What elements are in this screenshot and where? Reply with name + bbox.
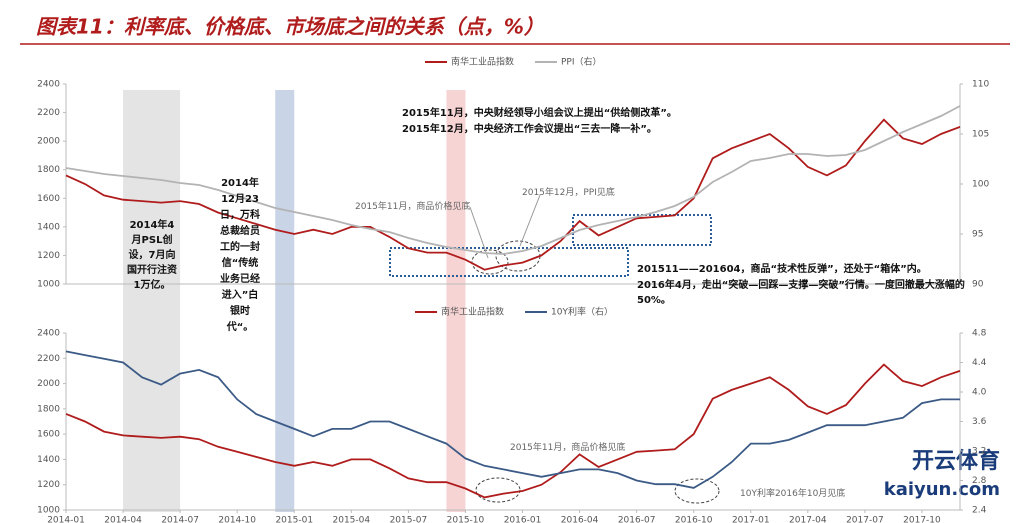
annotation: 2014年12月23日，万科总裁给员工的一封信“传统业务已经进入”白银时代“。 — [220, 178, 260, 333]
annotation: 2015年12月，PPI见底 — [522, 188, 615, 198]
x-tick-label: 2014-10 — [218, 516, 256, 523]
y-tick-label: 1200 — [37, 251, 60, 261]
y2-tick-label: 4.0 — [972, 388, 987, 398]
x-tick-label: 2015-01 — [275, 516, 313, 523]
box — [572, 214, 712, 246]
x-tick-label: 2016-04 — [561, 516, 599, 523]
legend-label: 南华工业品指数 — [441, 306, 504, 318]
y2-tick-label: 3.6 — [972, 417, 987, 427]
annotation: 2015年12月，中央经济工作会议提出“三去一降一补”。 — [402, 124, 657, 135]
y-tick-label: 2200 — [37, 354, 60, 364]
x-tick-label: 2014-04 — [104, 516, 142, 523]
annotation: 10Y利率2016年10月见底 — [740, 489, 846, 499]
annotation: 2014年4月PSL创设，7月向国开行注资1万亿。 — [127, 220, 177, 291]
highlight-band — [123, 90, 181, 512]
legend-label: PPI（右） — [561, 56, 602, 68]
y2-tick-label: 95 — [972, 230, 983, 240]
x-tick-label: 2014-07 — [161, 516, 199, 523]
y-tick-label: 1800 — [37, 404, 60, 414]
y-tick-label: 1000 — [37, 506, 60, 516]
x-tick-label: 2016-01 — [504, 516, 542, 523]
y-tick-label: 1000 — [37, 280, 60, 290]
y2-tick-label: 100 — [972, 180, 989, 190]
series-line — [65, 363, 961, 499]
annotation: 2015年11月，商品价格见底 — [510, 443, 626, 453]
series-line — [65, 350, 960, 489]
x-tick-label: 2017-10 — [903, 516, 941, 523]
y-tick-label: 2400 — [37, 329, 60, 339]
y-tick-label: 2000 — [37, 137, 60, 147]
ellipse — [674, 478, 720, 504]
annotation: 2016年4月，走出“突破—回踩—支撑—突破”行情。一度回撤最大涨幅的50%。 — [637, 280, 965, 306]
y-tick-label: 1400 — [37, 222, 60, 232]
highlight-band — [275, 90, 295, 512]
annotation: 201511——201604，商品“技术性反弹”，还处于“箱体”内。 — [637, 264, 927, 275]
y-tick-label: 1400 — [37, 455, 60, 465]
x-tick-label: 2017-01 — [732, 516, 770, 523]
legend-label: 10Y利率（右） — [551, 306, 613, 318]
series-line — [65, 105, 961, 255]
x-tick-label: 2017-04 — [789, 516, 827, 523]
y2-tick-label: 105 — [972, 130, 989, 140]
y2-tick-label: 2.8 — [972, 476, 987, 486]
ellipse — [471, 249, 509, 275]
y-tick-label: 2400 — [37, 80, 60, 90]
pointer — [469, 206, 489, 259]
y-tick-label: 1600 — [37, 430, 60, 440]
x-tick-label: 2016-07 — [618, 516, 656, 523]
y2-tick-label: 4.8 — [972, 329, 987, 339]
y-tick-label: 1800 — [37, 165, 60, 175]
pointer — [519, 194, 541, 247]
series-line — [65, 118, 961, 271]
watermark: kaiyun.com — [884, 479, 1000, 500]
y2-tick-label: 110 — [972, 80, 989, 90]
x-tick-label: 2015-04 — [333, 516, 371, 523]
x-tick-label: 2016-10 — [675, 516, 713, 523]
legend-label: 南华工业品指数 — [451, 56, 514, 68]
annotation: 2015年11月，商品价格见底 — [355, 202, 471, 212]
y-tick-label: 2000 — [37, 379, 60, 389]
annotation: 2015年11月，中央财经领导小组会议上提出“供给侧改革”。 — [402, 108, 677, 119]
x-tick-label: 2015-07 — [390, 516, 428, 523]
box — [389, 247, 629, 277]
x-tick-label: 2015-10 — [447, 516, 485, 523]
y-tick-label: 2200 — [37, 108, 60, 118]
highlight-band — [446, 90, 466, 512]
y-tick-label: 1600 — [37, 194, 60, 204]
ellipse — [475, 477, 521, 503]
x-tick-label: 2017-07 — [846, 516, 884, 523]
watermark: 开云体育 — [912, 448, 1000, 474]
y2-tick-label: 2.4 — [972, 506, 987, 516]
x-tick-label: 2014-01 — [47, 516, 85, 523]
y2-tick-label: 90 — [972, 280, 984, 290]
y-tick-label: 1200 — [37, 480, 60, 490]
title: 图表11：利率底、价格底、市场底之间的关系（点，%） — [36, 15, 544, 39]
y2-tick-label: 4.4 — [972, 358, 987, 368]
y2-tick-label: 3.2 — [972, 447, 986, 457]
